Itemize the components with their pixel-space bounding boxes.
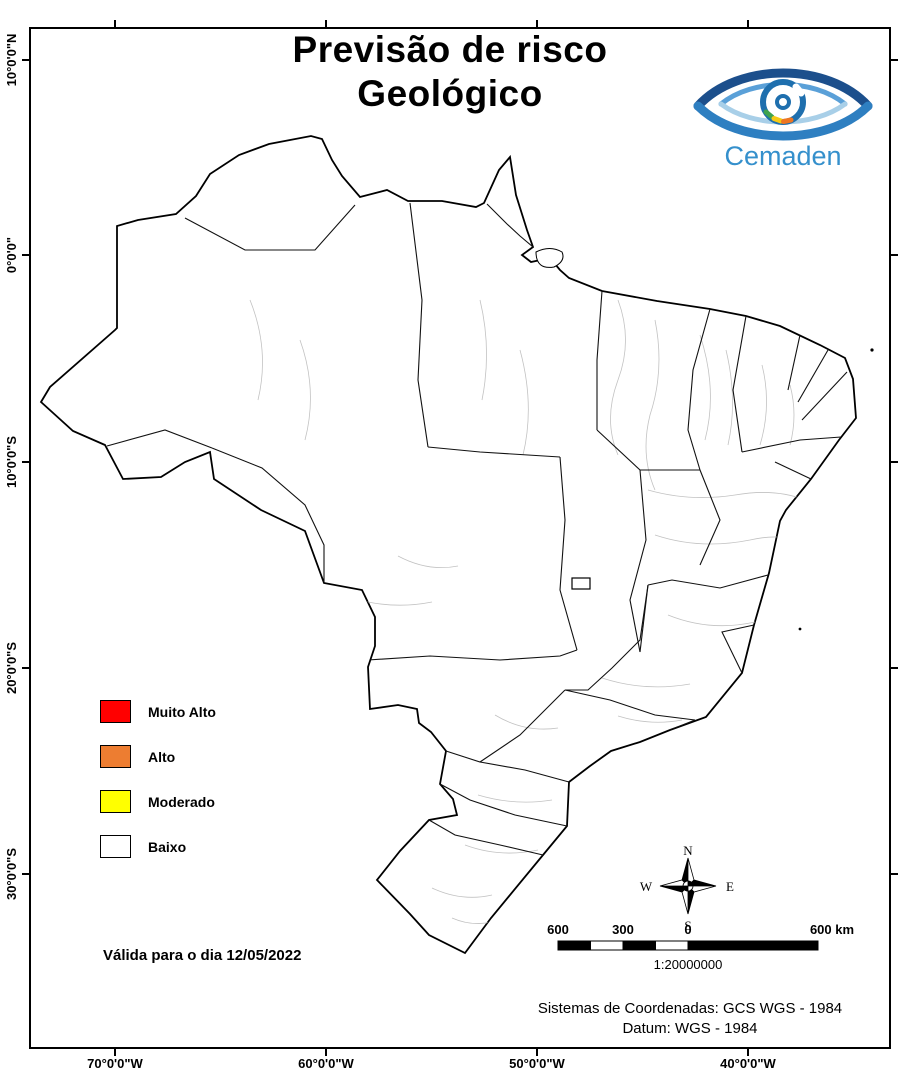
longitude-label: 70°0'0"W [87,1056,143,1071]
latitude-label: 20°0'0"S [4,641,19,695]
legend-label: Baixo [148,838,187,855]
scale-bar [557,940,819,951]
legend-item: Moderado [100,790,216,813]
scale-ratio: 1:20000000 [653,957,723,972]
legend-swatch [100,835,131,858]
longitude-label: 40°0'0"W [720,1056,776,1071]
longitude-label: 60°0'0"W [298,1056,354,1071]
risk-legend: Muito Alto Alto Moderado Baixo [100,700,216,880]
compass-south-label: S [684,918,691,933]
state-boundaries [106,202,848,856]
latitude-label: 0°0'0" [4,236,19,274]
municipal-boundaries [249,299,811,924]
legend-label: Alto [148,748,176,765]
legend-label: Moderado [148,793,215,810]
coordinate-system-line1: Sistemas de Coordenadas: GCS WGS - 1984 [537,1000,843,1017]
latitude-label: 10°0'0"S [4,435,19,489]
distrito-federal-outline [571,577,591,590]
cemaden-wordmark: Cemaden [724,141,842,171]
cemaden-logo-icon [693,68,873,141]
scale-label: 600 km [809,922,855,937]
legend-swatch [100,745,131,768]
compass-north-label: N [683,843,693,858]
marajo-island [535,248,564,268]
compass-east-label: E [726,879,734,894]
graticule-ticks [22,20,898,1056]
scale-label: 300 [612,922,634,937]
validity-note: Válida para o dia 12/05/2022 [103,947,302,964]
page-title: Previsão de risco Geológico [225,28,675,115]
legend-swatch [100,790,131,813]
island-dot [870,348,874,352]
page-title-line2: Geológico [357,72,543,114]
longitude-label: 50°0'0"W [509,1056,565,1071]
scale-label: 0 [684,922,692,937]
scale-label: 600 [547,922,569,937]
latitude-label: 30°0'0"S [4,847,19,901]
island-dot [798,627,802,631]
legend-item: Muito Alto [100,700,216,723]
page-title-line1: Previsão de risco [292,29,608,70]
legend-item: Alto [100,745,216,768]
legend-label: Muito Alto [148,703,216,720]
map-frame [29,27,891,1049]
legend-item: Baixo [100,835,216,858]
brazil-country-map [39,135,874,955]
country-outline [39,135,857,955]
coordinate-system-note: Sistemas de Coordenadas: GCS WGS - 1984 … [538,999,842,1038]
compass-west-label: W [640,879,653,894]
latitude-label: 10°0'0"N [4,33,19,87]
compass-rose: N E S W [640,843,734,933]
coordinate-system-line2: Datum: WGS - 1984 [622,1019,758,1037]
legend-swatch [100,700,131,723]
